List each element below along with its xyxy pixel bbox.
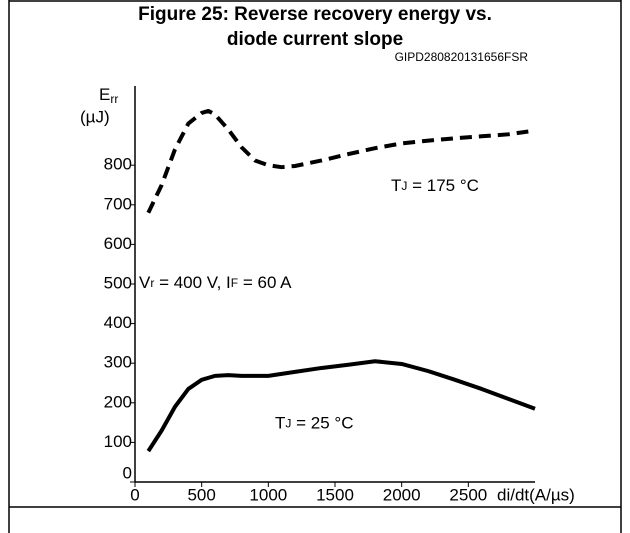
annotation-bg — [136, 271, 296, 295]
label-part: T — [275, 414, 285, 433]
x-tick-label: 1500 — [316, 485, 354, 504]
label-part: = 25 °C — [291, 414, 353, 433]
y-tick-label: 0 — [123, 463, 132, 482]
y-tick-label: 200 — [104, 392, 132, 411]
chart-title: Figure 25: Reverse recovery energy vs. — [138, 4, 492, 25]
solid-line — [146, 359, 536, 453]
x-tick-label: 2000 — [383, 485, 421, 504]
label-part: = 175 °C — [407, 176, 479, 195]
x-tick-label: 500 — [187, 485, 215, 504]
annotation: Vr = 400 V, IF = 60 A — [139, 273, 292, 292]
annotation: TJ = 25 °C — [275, 414, 353, 433]
dashed-line — [146, 108, 529, 214]
x-tick-label: 0 — [130, 485, 139, 504]
x-tick-label: 2500 — [449, 485, 487, 504]
label-part: rr — [110, 92, 118, 106]
label-part: E — [99, 85, 110, 104]
x-axis-label: di/dt(A/µs) — [497, 485, 575, 504]
y-tick-label: 600 — [104, 234, 132, 253]
y-tick-label: 400 — [104, 313, 132, 332]
annotation: TJ = 175 °C — [391, 176, 479, 195]
x-tick-label: 1000 — [249, 485, 287, 504]
annotation-bg — [272, 412, 357, 436]
label-part: = 400 V, I — [154, 273, 230, 292]
label-part: r — [150, 276, 154, 290]
y-tick-label: 300 — [104, 353, 132, 372]
y-tick-label: 800 — [104, 155, 132, 174]
y-tick-label: 100 — [104, 432, 132, 451]
y-axis-label: Err — [99, 85, 118, 106]
annotation-bg — [388, 174, 482, 198]
label-part: J — [401, 179, 407, 193]
label-part: J — [285, 417, 291, 431]
label-part: V — [139, 273, 151, 292]
label-part: = 60 A — [238, 273, 292, 292]
label-part: T — [391, 176, 401, 195]
figure-code: GIPD280820131656FSR — [395, 50, 529, 64]
chart-subtitle: diode current slope — [227, 29, 403, 50]
y-axis-unit: (µJ) — [80, 107, 110, 126]
label-part: F — [231, 276, 238, 290]
y-tick-label: 500 — [104, 273, 132, 292]
y-tick-label: 700 — [104, 194, 132, 213]
